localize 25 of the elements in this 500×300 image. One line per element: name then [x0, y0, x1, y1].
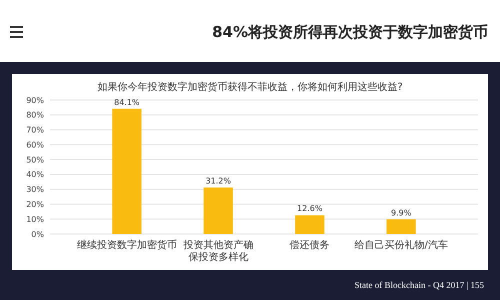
chart-subtitle: 如果你今年投资数字加密货币获得不菲收益，你将如何利用这些收益? — [97, 81, 403, 93]
text: State of Blockchain - Q4 2017 | 155 — [354, 280, 484, 290]
y-tick-label: 30% — [26, 185, 44, 194]
bar — [386, 219, 416, 234]
bar — [295, 215, 324, 234]
y-tick-label: 90% — [26, 96, 44, 105]
x-tick-label: 继续投资数字加密货币 — [76, 239, 177, 251]
chart-title: 84%将投资所得再次投资于数字加密货币 — [212, 23, 488, 41]
x-tick-label: 投资其他资产确保投资多样化 — [182, 239, 254, 263]
data-label: 12.6% — [297, 204, 323, 214]
y-tick-label: 70% — [26, 126, 44, 135]
y-tick-label: 50% — [26, 155, 44, 164]
x-tick-label: 偿还债务 — [290, 239, 330, 251]
data-label: 84.1% — [114, 98, 140, 107]
y-tick-label: 0% — [31, 230, 44, 239]
bar — [112, 108, 142, 234]
y-tick-label: 10% — [26, 214, 44, 224]
y-tick-label: 20% — [26, 200, 44, 210]
data-label: 31.2% — [206, 176, 232, 186]
bar — [204, 188, 233, 234]
data-label: 9.9% — [391, 208, 412, 218]
y-tick-label: 60% — [26, 140, 44, 150]
x-tick-label: 给自己买份礼物/汽车 — [354, 239, 448, 251]
y-tick-label: 80% — [26, 110, 44, 120]
y-tick-label: 40% — [26, 170, 44, 180]
